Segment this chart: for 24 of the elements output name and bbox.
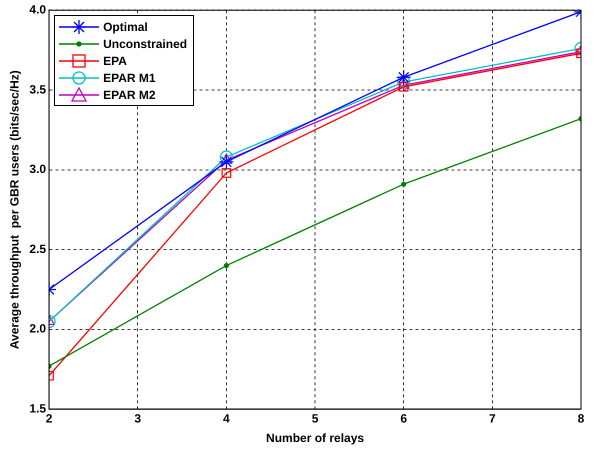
point: [218, 154, 234, 170]
y-tick-label: 3.5: [29, 82, 46, 96]
point: [401, 182, 406, 187]
legend-label: Unconstrained: [103, 36, 188, 51]
y-tick-label: 2.0: [29, 322, 46, 336]
x-tick-label: 7: [489, 412, 496, 426]
legend-label: EPAR M2: [103, 88, 156, 102]
x-tick-label: 3: [134, 412, 142, 426]
x-tick-label: 8: [578, 412, 585, 426]
x-tick-label: 2: [46, 412, 53, 426]
x-tick-label: 4: [223, 412, 230, 426]
y-tick-label: 3.0: [29, 162, 46, 176]
y-tick-label: 1.5: [29, 402, 46, 416]
x-axis-title: Number of relays: [266, 431, 364, 446]
legend-label: EPA: [103, 54, 127, 68]
y-axis-title: Average throughput per GBR users (bits/sec/Hz): [8, 70, 22, 350]
legend-label: EPAR M1: [103, 70, 156, 85]
legend-label: Optimal: [103, 20, 148, 34]
y-tick-label: 4.0: [29, 2, 46, 17]
point: [396, 70, 412, 85]
x-tick-label: 6: [400, 412, 408, 426]
x-tick-label: 5: [312, 412, 319, 426]
point: [224, 262, 229, 268]
y-tick-label: 2.5: [29, 242, 46, 256]
